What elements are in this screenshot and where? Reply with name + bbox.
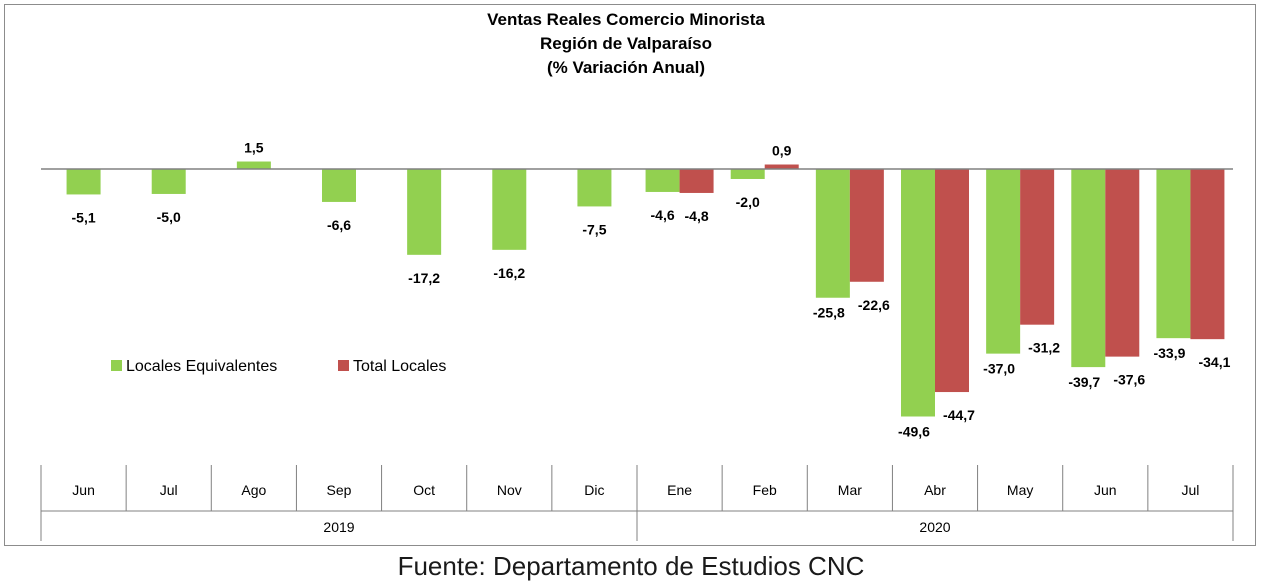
legend-label-locales-equivalentes: Locales Equivalentes bbox=[126, 358, 277, 375]
year-label-2019: 2019 bbox=[323, 519, 354, 535]
bar-locales-equivalentes-2 bbox=[236, 161, 271, 169]
x-tick-label-12: Jun bbox=[1094, 482, 1117, 498]
x-tick-label-3: Sep bbox=[327, 482, 352, 498]
bar-total-locales-10 bbox=[935, 169, 969, 393]
x-tick-label-0: Jun bbox=[72, 482, 95, 498]
x-tick-label-2: Ago bbox=[241, 482, 266, 498]
bar-locales-equivalentes-8 bbox=[730, 169, 765, 179]
x-tick-label-13: Jul bbox=[1181, 482, 1199, 498]
bar-total-locales-13 bbox=[1190, 169, 1225, 340]
chart-title-line-1: Ventas Reales Comercio Minorista bbox=[487, 10, 765, 29]
data-label-total-locales-10: -44,7 bbox=[943, 407, 975, 423]
chart-title-line-2: Región de Valparaíso bbox=[540, 34, 712, 53]
data-label-total-locales-11: -31,2 bbox=[1028, 340, 1060, 356]
bars bbox=[66, 161, 1225, 417]
x-tick-label-9: Mar bbox=[838, 482, 862, 498]
bar-locales-equivalentes-6 bbox=[577, 169, 612, 207]
bar-locales-equivalentes-11 bbox=[986, 169, 1021, 354]
data-label-locales-equivalentes-9: -25,8 bbox=[813, 305, 845, 321]
data-label-locales-equivalentes-5: -16,2 bbox=[493, 265, 525, 281]
x-tick-label-6: Dic bbox=[584, 482, 604, 498]
x-tick-label-7: Ene bbox=[667, 482, 692, 498]
data-label-total-locales-9: -22,6 bbox=[858, 297, 890, 313]
legend: Locales Equivalentes Total Locales bbox=[111, 358, 446, 375]
data-label-locales-equivalentes-0: -5,1 bbox=[72, 209, 96, 225]
bar-locales-equivalentes-7 bbox=[645, 169, 680, 192]
data-label-locales-equivalentes-6: -7,5 bbox=[582, 221, 606, 237]
data-labels: -5,1 -5,0 1,5 -6,6 -17,2 -16,2 -7,5 -4,6 -4,8 -2,… bbox=[72, 140, 1231, 440]
category-axis: Jun Jul Ago Sep Oct Nov Dic Ene Feb Mar Abr May Jun J… bbox=[40, 465, 1234, 541]
bar-locales-equivalentes-10 bbox=[901, 169, 935, 417]
bar-locales-equivalentes-12 bbox=[1071, 169, 1106, 368]
data-label-locales-equivalentes-3: -6,6 bbox=[327, 217, 351, 233]
data-label-total-locales-12: -37,6 bbox=[1113, 372, 1145, 388]
bar-locales-equivalentes-9 bbox=[815, 169, 850, 298]
source-caption: Fuente: Departamento de Estudios CNC bbox=[397, 551, 865, 581]
bar-total-locales-7 bbox=[679, 169, 714, 193]
data-label-locales-equivalentes-8: -2,0 bbox=[736, 194, 760, 210]
data-label-locales-equivalentes-1: -5,0 bbox=[157, 209, 181, 225]
legend-label-total-locales: Total Locales bbox=[353, 358, 446, 375]
x-tick-label-11: May bbox=[1007, 482, 1033, 498]
data-label-locales-equivalentes-7: -4,6 bbox=[651, 207, 675, 223]
data-label-locales-equivalentes-2: 1,5 bbox=[244, 140, 264, 156]
x-tick-label-4: Oct bbox=[413, 482, 435, 498]
data-label-locales-equivalentes-10: -49,6 bbox=[898, 424, 930, 440]
data-label-locales-equivalentes-13: -33,9 bbox=[1153, 345, 1185, 361]
bar-total-locales-8 bbox=[764, 164, 799, 169]
bar-total-locales-12 bbox=[1105, 169, 1140, 357]
bar-locales-equivalentes-3 bbox=[322, 169, 356, 202]
year-label-2020: 2020 bbox=[919, 519, 950, 535]
x-tick-label-10: Abr bbox=[924, 482, 946, 498]
data-label-total-locales-13: -34,1 bbox=[1198, 354, 1230, 370]
legend-swatch-total-locales bbox=[338, 360, 349, 371]
x-tick-label-5: Nov bbox=[497, 482, 522, 498]
bar-locales-equivalentes-1 bbox=[151, 169, 186, 194]
x-tick-label-8: Feb bbox=[753, 482, 777, 498]
chart-svg: Ventas Reales Comercio Minorista Región d… bbox=[40, 10, 1234, 541]
data-label-total-locales-8: 0,9 bbox=[772, 143, 792, 159]
bar-locales-equivalentes-4 bbox=[407, 169, 442, 255]
x-tick-label-1: Jul bbox=[160, 482, 178, 498]
bar-locales-equivalentes-5 bbox=[492, 169, 527, 250]
data-label-locales-equivalentes-4: -17,2 bbox=[408, 270, 440, 286]
data-label-locales-equivalentes-12: -39,7 bbox=[1068, 374, 1100, 390]
chart-title: Ventas Reales Comercio Minorista Región d… bbox=[487, 10, 765, 77]
bar-locales-equivalentes-13 bbox=[1156, 169, 1191, 339]
bar-locales-equivalentes-0 bbox=[66, 169, 101, 195]
data-label-total-locales-7: -4,8 bbox=[685, 208, 709, 224]
bar-total-locales-11 bbox=[1020, 169, 1055, 325]
chart-title-line-3: (% Variación Anual) bbox=[547, 58, 705, 77]
chart-frame: Ventas Reales Comercio Minorista Región d… bbox=[4, 4, 1256, 546]
legend-swatch-locales-equivalentes bbox=[111, 360, 122, 371]
bar-total-locales-9 bbox=[849, 169, 884, 282]
data-label-locales-equivalentes-11: -37,0 bbox=[983, 361, 1015, 377]
